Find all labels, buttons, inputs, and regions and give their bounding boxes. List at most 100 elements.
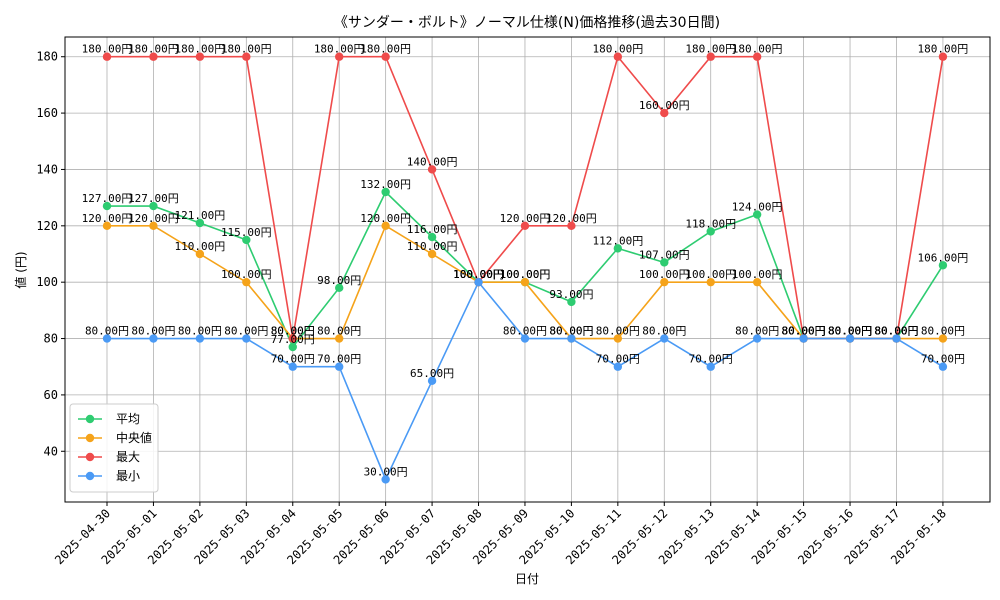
y-tick-label: 180	[36, 50, 58, 64]
data-label: 180.00円	[685, 43, 736, 56]
data-point	[427, 376, 437, 386]
data-label: 80.00円	[828, 325, 872, 338]
data-label: 115.00円	[221, 226, 272, 239]
data-point	[195, 218, 205, 228]
data-point	[149, 201, 158, 211]
data-point	[660, 108, 669, 118]
data-point	[520, 221, 530, 231]
data-point	[752, 334, 762, 343]
data-point	[335, 362, 344, 371]
data-label: 80.00円	[782, 325, 826, 338]
data-point	[938, 334, 948, 343]
data-label: 80.00円	[782, 325, 826, 338]
data-label: 160.00円	[639, 99, 690, 112]
data-label: 70.00円	[317, 353, 361, 366]
data-label: 180.00円	[732, 43, 783, 56]
legend-box	[69, 403, 159, 493]
legend-label: 中央値	[116, 430, 152, 445]
data-label: 77.00円	[271, 333, 315, 346]
data-point	[613, 52, 623, 61]
data-point	[381, 187, 390, 197]
y-tick-label: 60	[44, 388, 58, 402]
data-label: 180.00円	[221, 43, 272, 56]
data-point	[938, 261, 948, 270]
data-label: 80.00円	[549, 325, 593, 338]
data-label: 110.00円	[407, 240, 458, 253]
data-point	[520, 334, 530, 343]
data-label: 98.00円	[317, 274, 361, 287]
data-label: 120.00円	[128, 212, 179, 225]
data-point	[706, 277, 715, 287]
data-label: 132.00円	[360, 178, 411, 191]
data-label: 80.00円	[178, 325, 222, 338]
data-label: 80.00円	[874, 325, 918, 338]
data-label: 80.00円	[224, 325, 268, 338]
data-label: 121.00円	[175, 209, 226, 222]
data-label: 180.00円	[175, 43, 226, 56]
data-label: 100.00円	[221, 268, 272, 281]
data-label: 124.00円	[732, 201, 783, 214]
data-label: 80.00円	[874, 325, 918, 338]
data-point	[892, 334, 901, 343]
data-point	[102, 221, 112, 231]
data-label: 80.00円	[131, 325, 175, 338]
data-label: 106.00円	[918, 251, 969, 264]
data-point	[102, 201, 112, 211]
data-point	[195, 52, 205, 61]
data-label: 127.00円	[128, 192, 179, 205]
data-label: 120.00円	[546, 212, 597, 225]
x-axis-ticks: 2025-04-302025-05-012025-05-022025-05-03…	[52, 502, 949, 567]
data-label: 116.00円	[407, 223, 458, 236]
data-label: 120.00円	[82, 212, 133, 225]
data-label: 100.00円	[639, 268, 690, 281]
data-label: 80.00円	[85, 325, 129, 338]
data-point	[706, 227, 715, 236]
data-point	[752, 52, 762, 61]
legend-marker	[85, 471, 95, 481]
y-tick-label: 120	[36, 219, 58, 233]
y-tick-label: 40	[44, 444, 58, 458]
legend-marker	[85, 414, 95, 424]
data-point	[242, 235, 251, 245]
data-label: 180.00円	[918, 43, 969, 56]
data-point	[845, 334, 855, 343]
data-label: 30.00円	[364, 465, 408, 478]
data-label: 80.00円	[782, 325, 826, 338]
data-label: 80.00円	[549, 325, 593, 338]
legend-marker	[85, 433, 95, 443]
data-label: 100.00円	[685, 268, 736, 281]
data-point	[149, 334, 158, 343]
data-point	[752, 210, 762, 219]
data-point	[613, 244, 623, 253]
data-point	[938, 52, 948, 61]
data-point	[706, 362, 715, 371]
data-label: 80.00円	[596, 325, 640, 338]
data-label: 80.00円	[503, 325, 547, 338]
legend-label: 平均	[116, 412, 140, 426]
data-label: 80.00円	[874, 325, 918, 338]
data-label: 80.00円	[782, 325, 826, 338]
data-label: 180.00円	[314, 43, 365, 56]
data-label: 100.00円	[732, 268, 783, 281]
data-point	[567, 334, 576, 343]
data-point	[288, 342, 297, 352]
data-label: 80.00円	[735, 325, 779, 338]
data-point	[752, 277, 762, 287]
data-label: 80.00円	[828, 325, 872, 338]
y-axis-label: 値 (円)	[13, 251, 28, 288]
data-point	[242, 52, 251, 61]
data-label: 80.00円	[642, 325, 686, 338]
data-label: 70.00円	[596, 353, 640, 366]
series-layer	[102, 52, 948, 484]
chart-title: 《サンダー・ボルト》ノーマル仕様(N)価格推移(過去30日間)	[334, 15, 720, 31]
data-point	[613, 362, 623, 371]
data-point	[567, 221, 576, 231]
data-label: 120.00円	[360, 212, 411, 225]
data-point	[799, 334, 808, 343]
data-label: 100.00円	[453, 268, 504, 281]
data-point	[660, 258, 669, 267]
data-label: 180.00円	[360, 43, 411, 56]
data-point	[242, 277, 251, 287]
